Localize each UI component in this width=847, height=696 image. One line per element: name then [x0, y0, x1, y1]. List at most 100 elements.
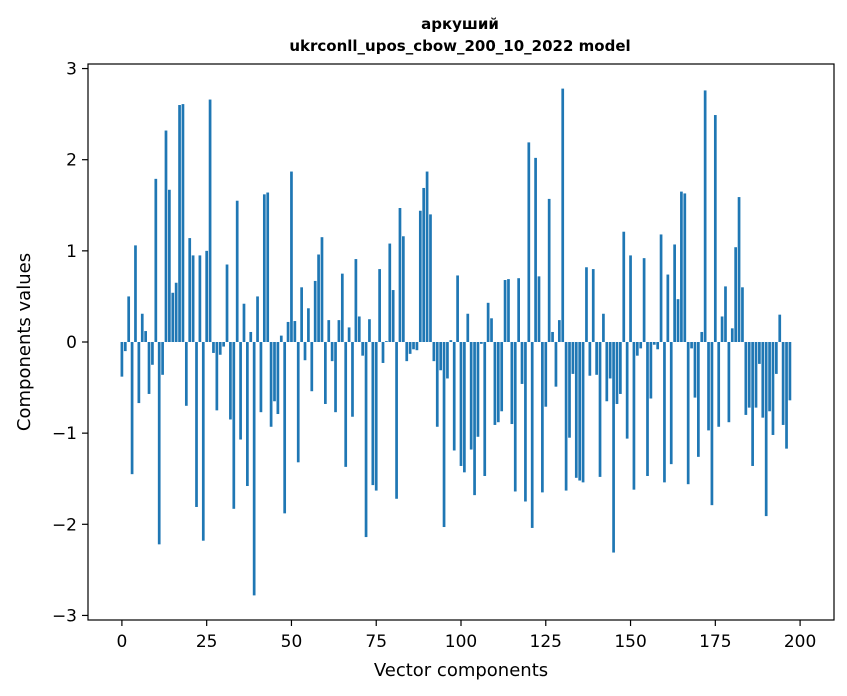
bar-88 [418, 210, 422, 342]
bar-137 [585, 267, 588, 342]
y-tick-label: −3 [52, 606, 77, 626]
bar-133 [571, 342, 575, 374]
bar-149 [625, 342, 629, 439]
bar-24 [201, 342, 205, 541]
bar-162 [669, 342, 673, 465]
bar-116 [513, 342, 517, 492]
bar-48 [283, 342, 287, 514]
bar-119 [524, 342, 527, 502]
bar-81 [395, 342, 398, 499]
bar-20 [188, 238, 192, 342]
bar-100 [459, 342, 463, 466]
bar-132 [568, 342, 571, 438]
bar-6 [140, 313, 144, 342]
bar-155 [646, 342, 649, 476]
x-tick-label: 75 [365, 632, 387, 652]
bar-72 [364, 342, 368, 538]
bar-124 [541, 342, 544, 493]
bar-111 [496, 342, 500, 423]
bar-138 [588, 342, 592, 376]
bar-76 [378, 269, 381, 342]
bar-77 [381, 342, 385, 363]
bar-105 [476, 342, 480, 437]
bar-115 [510, 342, 514, 425]
bar-160 [663, 342, 666, 483]
bar-82 [398, 208, 402, 342]
bar-13 [164, 130, 168, 342]
bar-139 [591, 269, 595, 342]
bar-131 [564, 342, 568, 491]
bar-129 [557, 320, 561, 342]
bar-4 [134, 245, 137, 342]
bar-71 [361, 342, 365, 356]
bar-153 [639, 342, 643, 349]
bar-52 [296, 342, 300, 463]
bar-10 [154, 178, 158, 342]
bar-156 [649, 342, 653, 399]
bar-167 [686, 342, 690, 485]
bar-142 [602, 313, 605, 342]
bar-46 [276, 342, 280, 415]
bar-175 [713, 115, 717, 342]
y-axis: −3 −2 −1 0 1 2 3 [52, 60, 88, 626]
bar-62 [330, 342, 334, 362]
bar-177 [720, 316, 724, 342]
bar-89 [422, 187, 426, 342]
bar-49 [286, 321, 290, 342]
bar-25 [205, 250, 209, 342]
bar-2 [127, 296, 131, 342]
bar-8 [147, 342, 151, 394]
bar-38 [249, 331, 253, 342]
bar-75 [374, 342, 378, 491]
bar-122 [534, 157, 537, 342]
bar-180 [730, 328, 734, 342]
bar-108 [486, 302, 490, 342]
bar-0 [120, 342, 124, 377]
x-tick-label: 200 [784, 632, 816, 652]
bar-64 [337, 320, 341, 342]
bar-93 [435, 342, 439, 427]
bar-117 [517, 278, 520, 342]
bar-178 [724, 286, 727, 342]
bar-33 [232, 342, 236, 509]
bar-184 [744, 342, 748, 415]
bar-146 [615, 342, 619, 404]
bar-165 [680, 191, 683, 342]
bar-69 [354, 259, 358, 342]
bar-65 [340, 273, 344, 342]
bar-42 [262, 194, 266, 342]
y-tick-label: −2 [52, 515, 77, 535]
y-tick-label: 1 [66, 242, 77, 262]
bar-17 [178, 105, 181, 343]
bar-191 [768, 342, 771, 412]
y-tick-label: 0 [66, 333, 77, 353]
bar-29 [218, 342, 222, 355]
bar-102 [466, 313, 470, 342]
x-axis: 0 25 50 75 100 125 150 175 200 [116, 620, 816, 652]
y-tick-label: 2 [66, 151, 77, 171]
bar-50 [290, 171, 293, 342]
bar-80 [391, 290, 395, 342]
chart-subtitle: ukrconll_upos_cbow_200_10_2022 model [289, 37, 630, 55]
bar-96 [446, 342, 449, 379]
bar-123 [537, 276, 541, 342]
bar-188 [758, 342, 761, 364]
bar-74 [371, 342, 375, 486]
bar-186 [751, 342, 754, 466]
bar-107 [483, 342, 487, 476]
bar-106 [479, 342, 483, 344]
y-axis-label: Components values [14, 253, 35, 431]
bar-90 [425, 171, 429, 342]
x-tick-label: 25 [196, 632, 218, 652]
bar-151 [632, 342, 636, 490]
bar-141 [598, 342, 602, 477]
bar-143 [605, 342, 609, 402]
bar-187 [754, 342, 758, 408]
bar-58 [317, 254, 320, 342]
bar-73 [368, 319, 371, 342]
bar-21 [191, 255, 195, 342]
bar-11 [157, 342, 161, 545]
bar-37 [246, 342, 249, 487]
bar-95 [442, 342, 446, 528]
